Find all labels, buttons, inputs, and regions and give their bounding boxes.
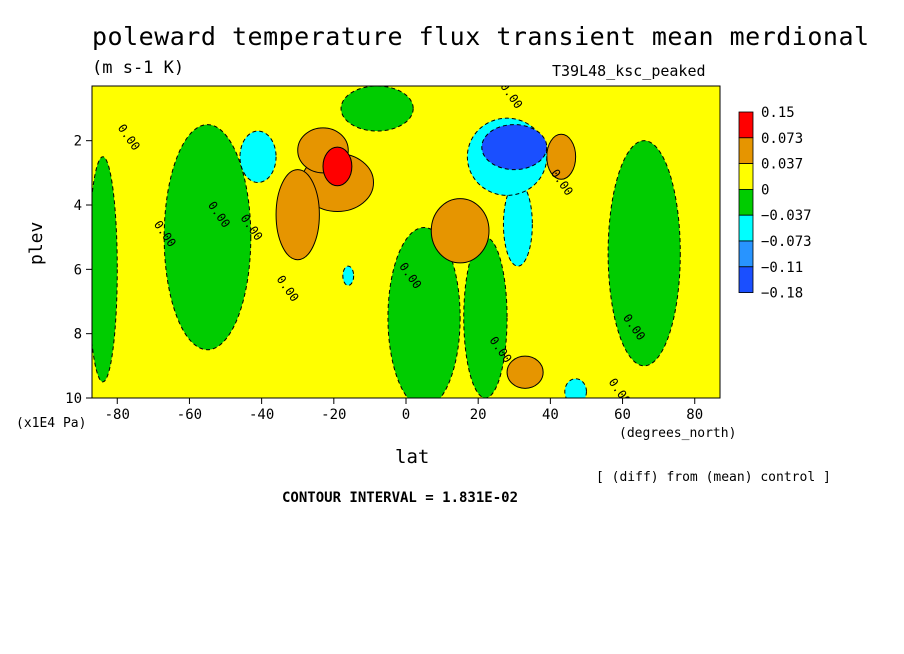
x-tick-label: 40 — [542, 407, 559, 423]
contour-region — [430, 198, 490, 264]
colorbar-label: −0.18 — [761, 286, 803, 302]
diff-note: [ (diff) from (mean) control ] — [596, 470, 831, 485]
x-tick-label: -40 — [249, 407, 274, 423]
x-tick-label: -20 — [321, 407, 346, 423]
x-tick-label: -60 — [177, 407, 202, 423]
contour-region — [322, 146, 353, 187]
colorbar-swatch — [738, 214, 754, 242]
x-tick-label: 60 — [614, 407, 631, 423]
contour-region — [340, 86, 414, 132]
contour-region — [387, 227, 461, 398]
colorbar-swatch — [738, 111, 754, 139]
x-tick-label: 0 — [402, 407, 410, 423]
contour-interval: CONTOUR INTERVAL = 1.831E-02 — [282, 490, 519, 506]
contour-region — [239, 130, 277, 183]
contour-region — [163, 124, 252, 351]
y-tick-label: 6 — [74, 262, 82, 278]
contour-region — [506, 355, 544, 389]
colorbar-label: 0 — [761, 182, 769, 198]
contour-region — [92, 156, 118, 383]
contour-region — [607, 140, 681, 367]
chart-units: (m s-1 K) — [92, 58, 185, 78]
colorbar-label: −0.073 — [761, 234, 812, 250]
x-axis-label: lat — [395, 446, 430, 468]
y-tick-label: 4 — [74, 198, 82, 214]
colorbar-label: −0.037 — [761, 208, 812, 224]
contour-region — [342, 265, 355, 286]
colorbar: 0.15 0.073 0.037 0 −0.037 −0.073 −0.11 −0.18 — [738, 105, 812, 302]
colorbar-label: 0.15 — [761, 105, 795, 121]
contour-region — [275, 169, 320, 261]
y-axis-label: plev — [26, 221, 47, 265]
x-units-label: (degrees_north) — [619, 426, 737, 441]
y-tick-label: 2 — [74, 134, 82, 150]
colorbar-label: 0.073 — [761, 131, 803, 147]
x-tick-label: 20 — [470, 407, 487, 423]
colorbar-swatch — [738, 266, 754, 293]
colorbar-label: −0.11 — [761, 260, 803, 276]
colorbar-label: 0.037 — [761, 157, 803, 173]
colorbar-swatch — [738, 240, 754, 268]
plot-area: 0.000.000.00 0.000.00 0.000.000.000.000.00… — [91, 85, 721, 399]
x-tick-label: -80 — [105, 407, 130, 423]
y-tick-label: 10 — [65, 391, 82, 407]
chart-title: poleward temperature flux transient mean… — [92, 22, 870, 51]
colorbar-swatch — [738, 137, 754, 165]
axes: -80 -60 -40 -20 0 20 40 60 80 2 4 6 8 10 — [65, 134, 703, 423]
colorbar-swatch — [738, 163, 754, 190]
y-tick-label: 8 — [74, 327, 82, 343]
x-tick-label: 80 — [686, 407, 703, 423]
y-units-label: (x1E4 Pa) — [16, 416, 87, 431]
contour-region — [564, 378, 587, 398]
run-label: T39L48_ksc_peaked — [552, 62, 706, 80]
colorbar-swatch — [738, 188, 754, 216]
contour-region — [481, 124, 548, 171]
